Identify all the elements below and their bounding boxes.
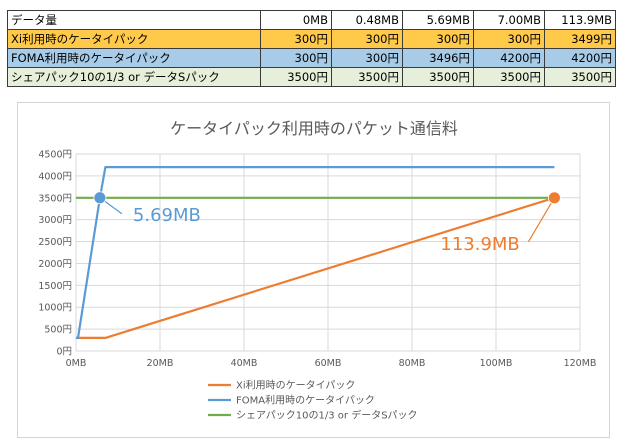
row-label-cell: シェアパック10の1/3 or データSパック — [7, 67, 261, 87]
callout-marker — [547, 191, 561, 205]
row-label-cell: FOMA利用時のケータイパック — [7, 48, 261, 68]
table-cell: 300円 — [402, 29, 474, 49]
table-cell: 300円 — [260, 48, 332, 68]
legend: Xi利用時のケータイパック FOMA利用時のケータイパックシェアパック10の1/3… — [208, 380, 418, 422]
header-cell: 5.69MB — [402, 10, 474, 30]
line-chart: ケータイパック利用時のパケット通信料 0円 500円 1000円 1500円 2000円… — [38, 119, 597, 422]
y-tick-label: 3000円 — [38, 215, 72, 226]
table-cell: 4200円 — [544, 48, 616, 68]
legend-label: シェアパック10の1/3 or データSパック — [236, 409, 418, 422]
header-cell: 0.48MB — [331, 10, 403, 30]
table-cell: 3500円 — [331, 67, 403, 87]
header-cell: 113.9MB — [544, 10, 616, 30]
x-tick-label: 0MB — [66, 358, 87, 369]
header-cell: 7.00MB — [473, 10, 545, 30]
annotations: 5.69MB 113.9MB — [93, 191, 561, 255]
x-tick-label: 80MB — [399, 358, 426, 369]
x-tick-label: 120MB — [564, 358, 597, 369]
x-tick-label: 40MB — [231, 358, 258, 369]
table-cell: 3496円 — [402, 48, 474, 68]
callout-label: 5.69MB — [133, 205, 201, 226]
x-axis-ticks: 0MB 20MB 40MB 60MB 80MB 100MB 120MB — [66, 358, 597, 369]
table-cell: 3500円 — [402, 67, 474, 87]
callout-label: 113.9MB — [440, 234, 519, 255]
legend-label: FOMA利用時のケータイパック — [236, 395, 375, 407]
x-tick-label: 100MB — [480, 358, 513, 369]
table-cell: 4200円 — [473, 48, 545, 68]
y-tick-label: 500円 — [44, 325, 72, 336]
row-label-cell: Xi利用時のケータイパック — [7, 29, 261, 49]
y-axis-ticks: 0円 500円 1000円 1500円 2000円 2500円 3000円 3500円 4000… — [38, 150, 72, 358]
table-cell: 3499円 — [544, 29, 616, 49]
table-row-share: シェアパック10の1/3 or データSパック 3500円 3500円 3500… — [7, 67, 616, 87]
x-tick-label: 20MB — [147, 358, 174, 369]
table-row-xi: Xi利用時のケータイパック 300円 300円 300円 300円 3499円 — [7, 29, 616, 49]
chart-area: ケータイパック利用時のパケット通信料 0円 500円 1000円 1500円 2000円… — [17, 102, 610, 438]
x-tick-label: 60MB — [315, 358, 342, 369]
y-tick-label: 0円 — [56, 347, 72, 358]
table-cell: 3500円 — [260, 67, 332, 87]
gridlines — [75, 153, 581, 352]
table-cell: 3500円 — [473, 67, 545, 87]
y-tick-label: 1000円 — [38, 303, 72, 314]
table-cell: 300円 — [331, 48, 403, 68]
y-tick-label: 2000円 — [38, 259, 72, 270]
legend-label: Xi利用時のケータイパック — [236, 380, 355, 392]
callout-leader — [527, 197, 555, 243]
chart-title: ケータイパック利用時のパケット通信料 — [170, 119, 458, 138]
header-label-cell: データ量 — [7, 10, 261, 30]
header-cell: 0MB — [260, 10, 332, 30]
table-cell: 300円 — [473, 29, 545, 49]
y-tick-label: 4500円 — [38, 150, 72, 161]
y-tick-label: 3500円 — [38, 193, 72, 204]
y-tick-label: 1500円 — [38, 281, 72, 292]
data-table: データ量 0MB 0.48MB 5.69MB 7.00MB 113.9MB Xi… — [7, 10, 616, 87]
table-cell: 300円 — [260, 29, 332, 49]
y-tick-label: 4000円 — [38, 171, 72, 182]
table-row-foma: FOMA利用時のケータイパック 300円 300円 3496円 4200円 42… — [7, 48, 616, 68]
table-header-row: データ量 0MB 0.48MB 5.69MB 7.00MB 113.9MB — [7, 10, 616, 30]
y-tick-label: 2500円 — [38, 237, 72, 248]
table-cell: 300円 — [331, 29, 403, 49]
callout-marker — [93, 191, 107, 205]
table-cell: 3500円 — [544, 67, 616, 87]
